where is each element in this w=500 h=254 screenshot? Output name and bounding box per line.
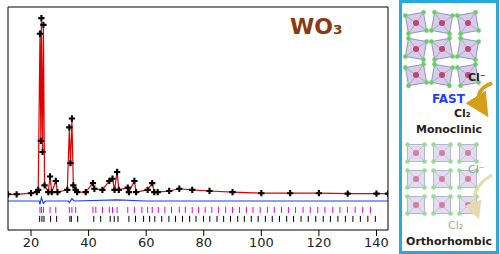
svg-text:Cl₂: Cl₂ — [454, 107, 471, 120]
svg-text:Monoclinic: Monoclinic — [416, 123, 482, 136]
html-text:WO₃: WO₃ — [290, 14, 343, 39]
svg-text:FAST: FAST — [432, 92, 466, 106]
svg-text:120: 120 — [306, 235, 331, 250]
svg-text:100: 100 — [249, 235, 274, 250]
svg-text:40: 40 — [80, 235, 97, 250]
svg-text:80: 80 — [195, 235, 212, 250]
svg-text:Cl₂: Cl₂ — [448, 219, 463, 232]
svg-text:Cl⁻: Cl⁻ — [468, 163, 485, 176]
svg-text:Cl⁻: Cl⁻ — [468, 71, 486, 84]
svg-text:20: 20 — [23, 235, 40, 250]
svg-text:Orthorhombic: Orthorhombic — [406, 235, 492, 248]
svg-text:60: 60 — [138, 235, 155, 250]
svg-text:140: 140 — [364, 235, 389, 250]
